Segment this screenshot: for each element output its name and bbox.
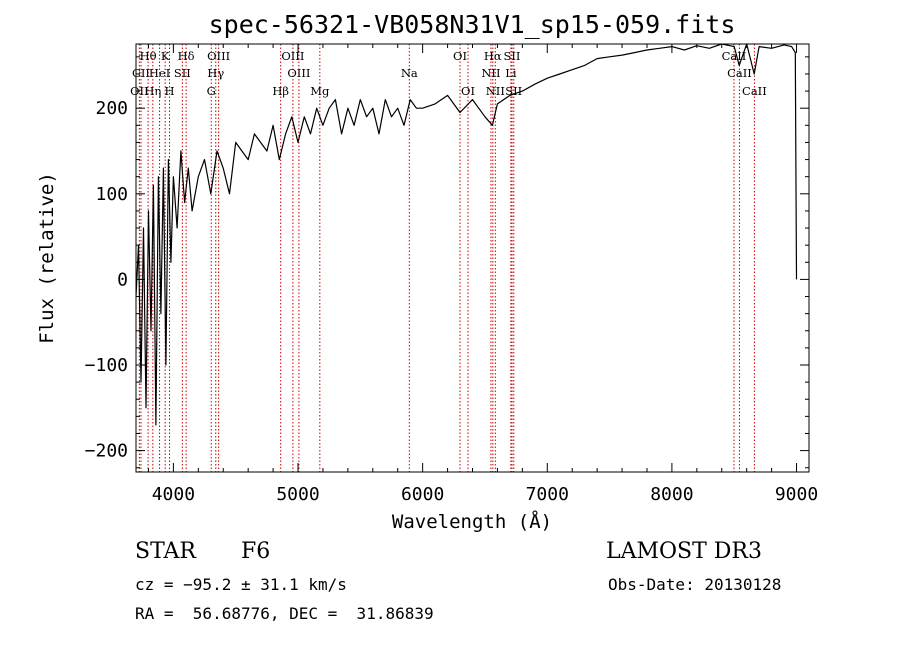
y-tick-label: −200	[85, 441, 128, 462]
y-tick-label: 200	[95, 98, 128, 119]
y-tick-label: 100	[95, 184, 128, 205]
x-tick-label: 8000	[650, 484, 693, 505]
spectral-line-markers	[138, 44, 755, 472]
object-class: STAR	[135, 539, 196, 564]
spectral-line-label: Hβ	[272, 84, 289, 98]
plot-frame	[135, 43, 810, 473]
spectral-line-label: OI	[461, 84, 475, 98]
redshift-velocity: cz = −95.2 ± 31.1 km/s	[135, 575, 347, 594]
spectral-line-label: OIII	[281, 49, 304, 63]
y-axis-label: Flux (relative)	[36, 172, 58, 344]
spectrum-line	[135, 43, 798, 426]
object-subclass: F6	[241, 539, 271, 564]
spectrum-series	[135, 43, 798, 426]
x-tick-label: 7000	[526, 484, 569, 505]
spectral-line-label: Hδ	[178, 49, 195, 63]
spectral-line-label: OIII	[207, 49, 230, 63]
spectral-line-label: SII	[504, 49, 521, 63]
spectral-line-label: Na	[401, 66, 418, 80]
spectral-line-label: G	[207, 84, 216, 98]
y-tick-label: 0	[117, 269, 128, 290]
x-tick-label: 4000	[152, 484, 195, 505]
spectral-line-label: Hα	[484, 49, 502, 63]
spectral-line-label: Li	[505, 66, 517, 80]
survey-name: LAMOST DR3	[606, 539, 762, 564]
spectral-line-label: CaII	[742, 84, 767, 98]
x-tick-label: 9000	[775, 484, 818, 505]
spectral-line-label: CaII	[722, 49, 747, 63]
spectral-line-label: HeI	[149, 66, 170, 80]
spectral-line-label: K	[161, 49, 170, 63]
spectral-line-label: OIII	[287, 66, 310, 80]
spectral-line-label: OI	[453, 49, 467, 63]
spectral-line-label: CaII	[727, 66, 752, 80]
spectral-line-label: Mg	[310, 84, 330, 98]
x-axis-label: Wavelength (Å)	[392, 510, 552, 533]
sky-coordinates: RA = 56.68776, DEC = 31.86839	[135, 604, 434, 623]
x-tick-label: 5000	[276, 484, 319, 505]
spectral-line-label: Hγ	[207, 66, 224, 80]
spectral-line-label: Hθ	[140, 49, 157, 63]
axis-ticks: 4000 5000 6000 7000 8000 9000 −200 −100 0 100 200	[85, 44, 818, 505]
spectral-line-label: H	[165, 84, 175, 98]
spectral-line-label: NII	[481, 66, 500, 80]
observation-date: Obs-Date: 20130128	[608, 575, 782, 594]
spectral-line-label: SII	[505, 84, 522, 98]
spectral-line-label: NII	[486, 84, 505, 98]
y-tick-label: −100	[85, 355, 128, 376]
spectral-line-label: SII	[174, 66, 191, 80]
x-tick-label: 6000	[401, 484, 444, 505]
spectral-line-label: CII	[132, 66, 150, 80]
spectral-line-label: Hη	[144, 84, 161, 98]
chart-title: spec-56321-VB058N31V1_sp15-059.fits	[209, 10, 736, 39]
